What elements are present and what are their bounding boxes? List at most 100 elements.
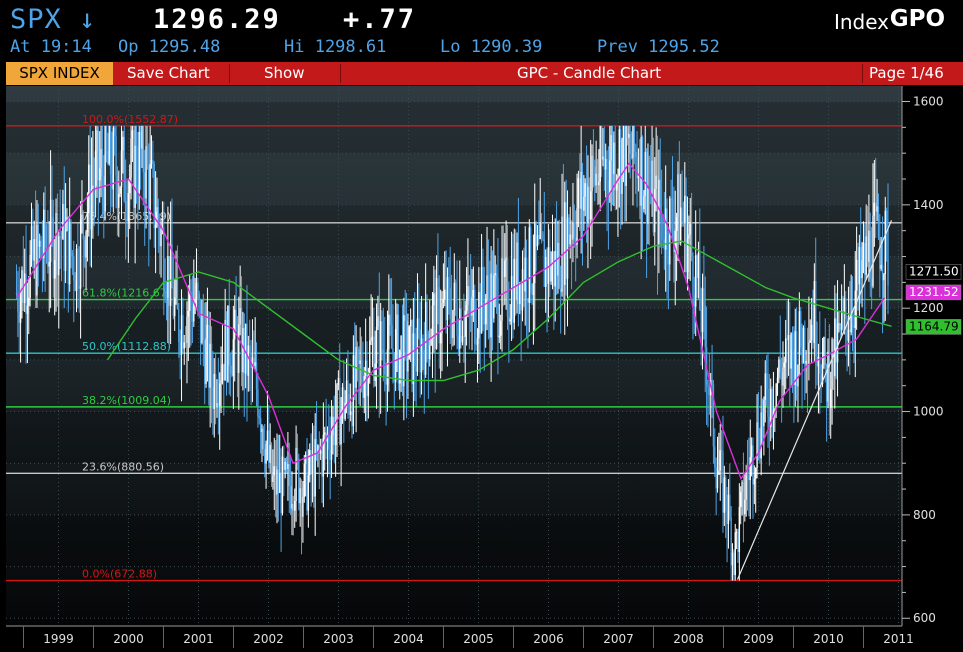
candle-body — [655, 175, 657, 189]
candle-body — [879, 237, 881, 269]
candle-body — [225, 319, 228, 382]
candle-body — [534, 222, 536, 284]
candle-body — [401, 336, 404, 387]
candle-body — [723, 477, 726, 513]
candle-body — [109, 125, 112, 175]
candle-body — [179, 342, 181, 356]
chart-title: GPC - Candle Chart — [517, 64, 662, 82]
candle-body — [205, 338, 207, 384]
price-label-box — [905, 284, 962, 301]
candle-body — [504, 260, 506, 278]
candle-body — [131, 130, 134, 139]
candle-body — [846, 318, 848, 341]
candle-body — [572, 222, 574, 240]
candle-body — [853, 324, 855, 328]
function-code[interactable]: GPO — [889, 6, 945, 32]
candle-body — [854, 290, 856, 328]
candle-body — [404, 315, 406, 321]
candle-body — [268, 430, 270, 463]
candle-body — [265, 443, 267, 464]
candle-body — [622, 125, 625, 140]
candle-body — [639, 175, 641, 206]
candle-body — [180, 315, 183, 356]
candle-body — [56, 212, 59, 276]
candle-body — [603, 156, 606, 170]
candle-body — [352, 355, 355, 427]
candle-body — [337, 378, 340, 385]
candle-body — [805, 360, 807, 364]
candle-body — [49, 199, 52, 262]
candle-body — [682, 212, 685, 223]
candle-body — [787, 335, 790, 340]
candle-body — [296, 447, 299, 459]
fib-level-label: 100.0%(1552.87) — [82, 113, 178, 126]
candle-body — [43, 209, 45, 259]
candle-body — [157, 207, 160, 227]
candle-body — [250, 353, 252, 368]
candle-body — [679, 207, 682, 243]
show-button[interactable]: Show — [264, 64, 305, 82]
candle-body — [130, 138, 132, 178]
candle-body — [169, 244, 172, 306]
candle-body — [21, 270, 23, 294]
candle-body — [240, 308, 243, 373]
candle-body — [321, 450, 323, 477]
ticker-tab[interactable]: SPX INDEX — [6, 62, 113, 85]
candle-body — [468, 286, 470, 301]
candle-body — [98, 168, 101, 181]
candle-body — [367, 374, 370, 397]
candle-body — [479, 292, 481, 334]
candle-body — [513, 258, 516, 323]
candle-body — [502, 258, 505, 278]
candle-body — [794, 331, 796, 385]
candle-body — [532, 283, 535, 295]
candle-body — [105, 125, 108, 151]
candle-body — [74, 280, 76, 292]
candle-body — [302, 496, 304, 517]
candle-body — [877, 206, 880, 238]
candle-body — [288, 464, 290, 487]
candle-body — [845, 298, 847, 319]
page-indicator[interactable]: Page 1/46 — [869, 64, 944, 82]
candle-body — [521, 269, 524, 311]
candle-body — [801, 347, 803, 364]
candle-body — [333, 416, 335, 445]
candle-body — [408, 326, 410, 359]
candle-body — [127, 193, 130, 222]
candle-body — [480, 267, 483, 334]
candle-body — [774, 409, 776, 411]
candle-body — [719, 450, 721, 471]
candle-body — [797, 364, 799, 387]
candle-body — [419, 329, 421, 373]
candle-body — [816, 356, 818, 367]
candle-body — [887, 226, 889, 286]
candle-body — [444, 289, 446, 300]
candle-body — [363, 376, 365, 398]
candle-body — [426, 301, 428, 334]
candle-body — [690, 223, 693, 257]
candle-body — [700, 309, 702, 333]
candle-body — [399, 350, 401, 384]
candle-body — [89, 164, 91, 230]
candle-body — [334, 420, 337, 445]
candle-body — [629, 133, 631, 154]
candle-body — [96, 130, 98, 151]
x-tick-label: 1999 — [43, 632, 74, 646]
save-chart-button[interactable]: Save Chart — [127, 64, 210, 82]
candle-body — [111, 174, 113, 190]
candle-body — [194, 298, 196, 303]
candle-body — [589, 191, 592, 220]
candle-body — [382, 349, 385, 353]
candle-body — [804, 327, 806, 364]
moving-averages — [15, 162, 893, 580]
candle-body — [392, 348, 394, 353]
chart-canvas[interactable]: 100.0%(1552.87)76.4%(1365.19)61.8%(1216.… — [0, 86, 963, 648]
candle-body — [28, 297, 30, 306]
candle-body — [313, 455, 315, 497]
candle-chart[interactable]: 100.0%(1552.87)76.4%(1365.19)61.8%(1216.… — [0, 86, 963, 648]
candle-body — [499, 320, 502, 336]
ticker-symbol[interactable]: SPX ↓ — [10, 4, 97, 35]
candle-body — [501, 258, 503, 321]
candle-body — [17, 293, 19, 312]
candle-body — [232, 339, 235, 376]
